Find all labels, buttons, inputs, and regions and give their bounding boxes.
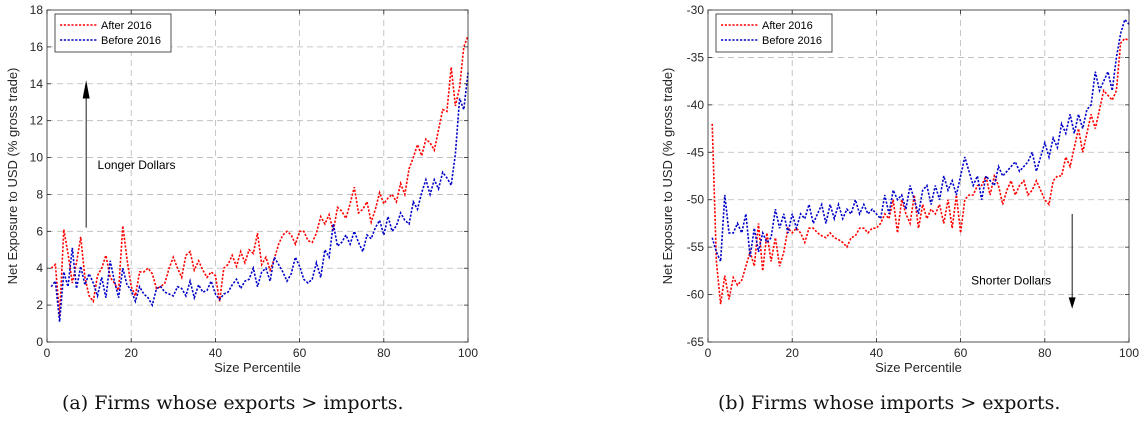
y-tick-label: -50 <box>687 193 705 207</box>
y-tick-label: -40 <box>687 98 705 112</box>
legend-label: Before 2016 <box>101 35 161 47</box>
y-tick-label: 10 <box>30 151 44 165</box>
x-tick-label: 20 <box>125 346 139 360</box>
y-tick-label: 18 <box>30 3 44 17</box>
x-axis-label: Size Percentile <box>214 360 301 375</box>
y-tick-label: 8 <box>36 187 43 201</box>
x-tick-label: 100 <box>1119 346 1139 360</box>
axes-box <box>46 9 469 343</box>
y-tick-label: 0 <box>36 335 43 349</box>
legend-box <box>715 13 833 53</box>
arrow-head <box>1068 297 1076 309</box>
y-axis-label: Net Exposure to USD (% gross trade) <box>660 68 675 285</box>
y-tick-label: -65 <box>687 335 705 349</box>
x-tick-label: 60 <box>954 346 968 360</box>
y-tick-label: -60 <box>687 288 705 302</box>
caption-a: (a) Firms whose exports > imports. <box>62 392 404 414</box>
series-line-after-2016 <box>711 37 1130 305</box>
series-line-before-2016 <box>50 72 469 322</box>
annotation-shorter-dollars: Shorter Dollars <box>971 273 1051 287</box>
y-tick-label: 16 <box>30 40 44 54</box>
x-tick-label: 0 <box>44 346 51 360</box>
x-tick-label: 0 <box>705 346 712 360</box>
legend-box <box>54 13 172 53</box>
y-tick-label: 14 <box>30 77 44 91</box>
x-tick-label: 40 <box>209 346 223 360</box>
x-tick-label: 20 <box>786 346 800 360</box>
annotation-longer-dollars: Longer Dollars <box>98 158 176 172</box>
y-tick-label: -35 <box>687 50 705 64</box>
x-tick-label: 60 <box>293 346 307 360</box>
plot-area <box>708 10 1129 342</box>
arrow-head <box>82 80 90 99</box>
y-axis-label: Net Exposure to USD (% gross trade) <box>5 68 20 285</box>
legend-label: After 2016 <box>101 20 152 32</box>
chart-panel-a: 0 20 40 60 80 100 0 2 4 6 8 10 12 14 16 18 Size Percenti… <box>5 3 478 375</box>
y-tick-label: -30 <box>687 3 705 17</box>
x-tick-label: 80 <box>377 346 391 360</box>
plot-area <box>47 10 468 342</box>
y-tick-label: -55 <box>687 240 705 254</box>
y-tick-label: 6 <box>36 224 43 238</box>
x-tick-label: 100 <box>458 346 478 360</box>
legend-label: Before 2016 <box>762 35 822 47</box>
x-tick-label: 40 <box>870 346 884 360</box>
y-tick-label: 4 <box>36 261 43 275</box>
y-tick-label: 2 <box>36 298 43 312</box>
y-tick-label: 12 <box>30 114 44 128</box>
x-axis-label: Size Percentile <box>875 360 962 375</box>
caption-b: (b) Firms whose imports > exports. <box>718 392 1061 414</box>
series-line-after-2016 <box>50 35 469 317</box>
x-tick-label: 80 <box>1038 346 1052 360</box>
series-line-before-2016 <box>711 17 1130 262</box>
y-tick-label: -45 <box>687 145 705 159</box>
chart-panel-b: 0 20 40 60 80 100 -65 -60 -55 -50 -45 -40 -35 -30 Size… <box>660 3 1139 375</box>
axes-box <box>707 9 1130 343</box>
legend-label: After 2016 <box>762 20 813 32</box>
